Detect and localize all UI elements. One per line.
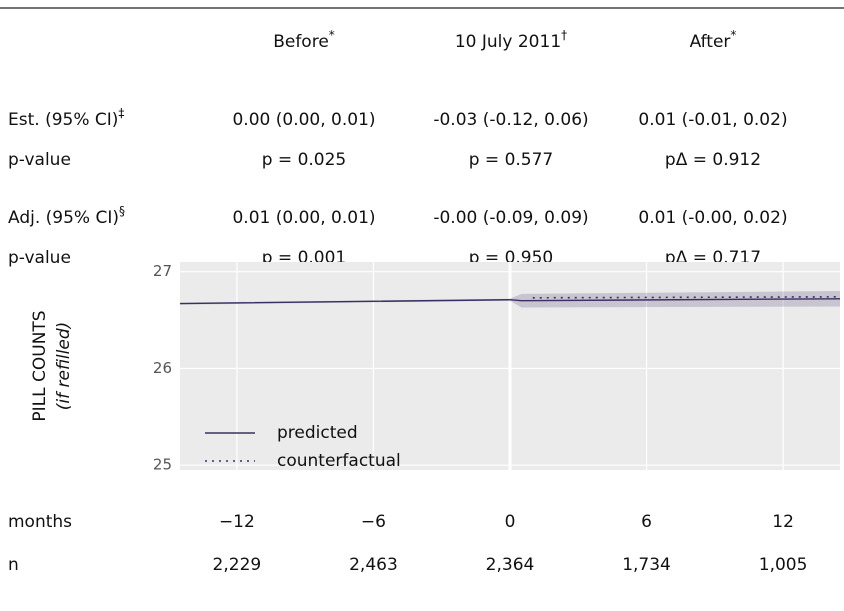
column-header-text: Before [273, 32, 329, 52]
cell: pΔ = 0.912 [665, 150, 761, 170]
cell: 0.01 (0.00, 0.01) [232, 208, 375, 228]
row-label: p-value [8, 150, 71, 170]
n-value: 1,005 [759, 555, 808, 575]
y-axis-label: PILL COUNTS [30, 310, 50, 421]
n-value: 2,463 [349, 555, 398, 575]
y-tick-label: 25 [153, 456, 172, 474]
x-tick-label: 6 [641, 512, 652, 532]
y-tick-label: 26 [153, 359, 172, 377]
cell: p = 0.025 [262, 150, 347, 170]
column-header: Before* [273, 28, 335, 53]
column-header-note: * [329, 28, 335, 42]
y-tick-label: 27 [153, 262, 172, 280]
row-label: Adj. (95% CI)§ [8, 204, 125, 229]
x-tick-label: 12 [772, 512, 794, 532]
row-label-text: p-value [8, 248, 71, 268]
cell: 0.01 (-0.00, 0.02) [638, 208, 787, 228]
x-tick-label: 0 [505, 512, 516, 532]
column-header-text: 10 July 2011 [455, 32, 561, 52]
cell: p = 0.577 [469, 150, 554, 170]
row-label-note: ‡ [118, 106, 124, 120]
x-tick-label: −6 [361, 512, 386, 532]
x-axis-label: months [8, 512, 72, 532]
column-header: After* [690, 28, 737, 53]
row-label-text: Est. (95% CI) [8, 110, 118, 130]
x-tick-label: −12 [219, 512, 255, 532]
series-line [179, 298, 841, 305]
n-label: n [8, 555, 19, 575]
cell: -0.00 (-0.09, 0.09) [433, 208, 588, 228]
row-label: Est. (95% CI)‡ [8, 106, 124, 131]
column-header-note: * [730, 28, 736, 42]
cell: 0.00 (0.00, 0.01) [232, 110, 375, 130]
cell: -0.03 (-0.12, 0.06) [433, 110, 588, 130]
cell: 0.01 (-0.01, 0.02) [638, 110, 787, 130]
row-label-text: Adj. (95% CI) [8, 208, 119, 228]
legend-label: predicted [277, 423, 358, 443]
n-value: 1,734 [622, 555, 671, 575]
column-header: 10 July 2011† [455, 28, 567, 53]
n-value: 2,364 [486, 555, 535, 575]
legend-label: counterfactual [277, 451, 401, 471]
row-label-text: p-value [8, 150, 71, 170]
n-value: 2,229 [213, 555, 262, 575]
y-axis-sublabel: (if refilled) [54, 322, 74, 411]
row-label: p-value [8, 248, 71, 268]
column-header-text: After [690, 32, 731, 52]
row-label-note: § [119, 204, 125, 218]
column-header-note: † [561, 28, 567, 42]
